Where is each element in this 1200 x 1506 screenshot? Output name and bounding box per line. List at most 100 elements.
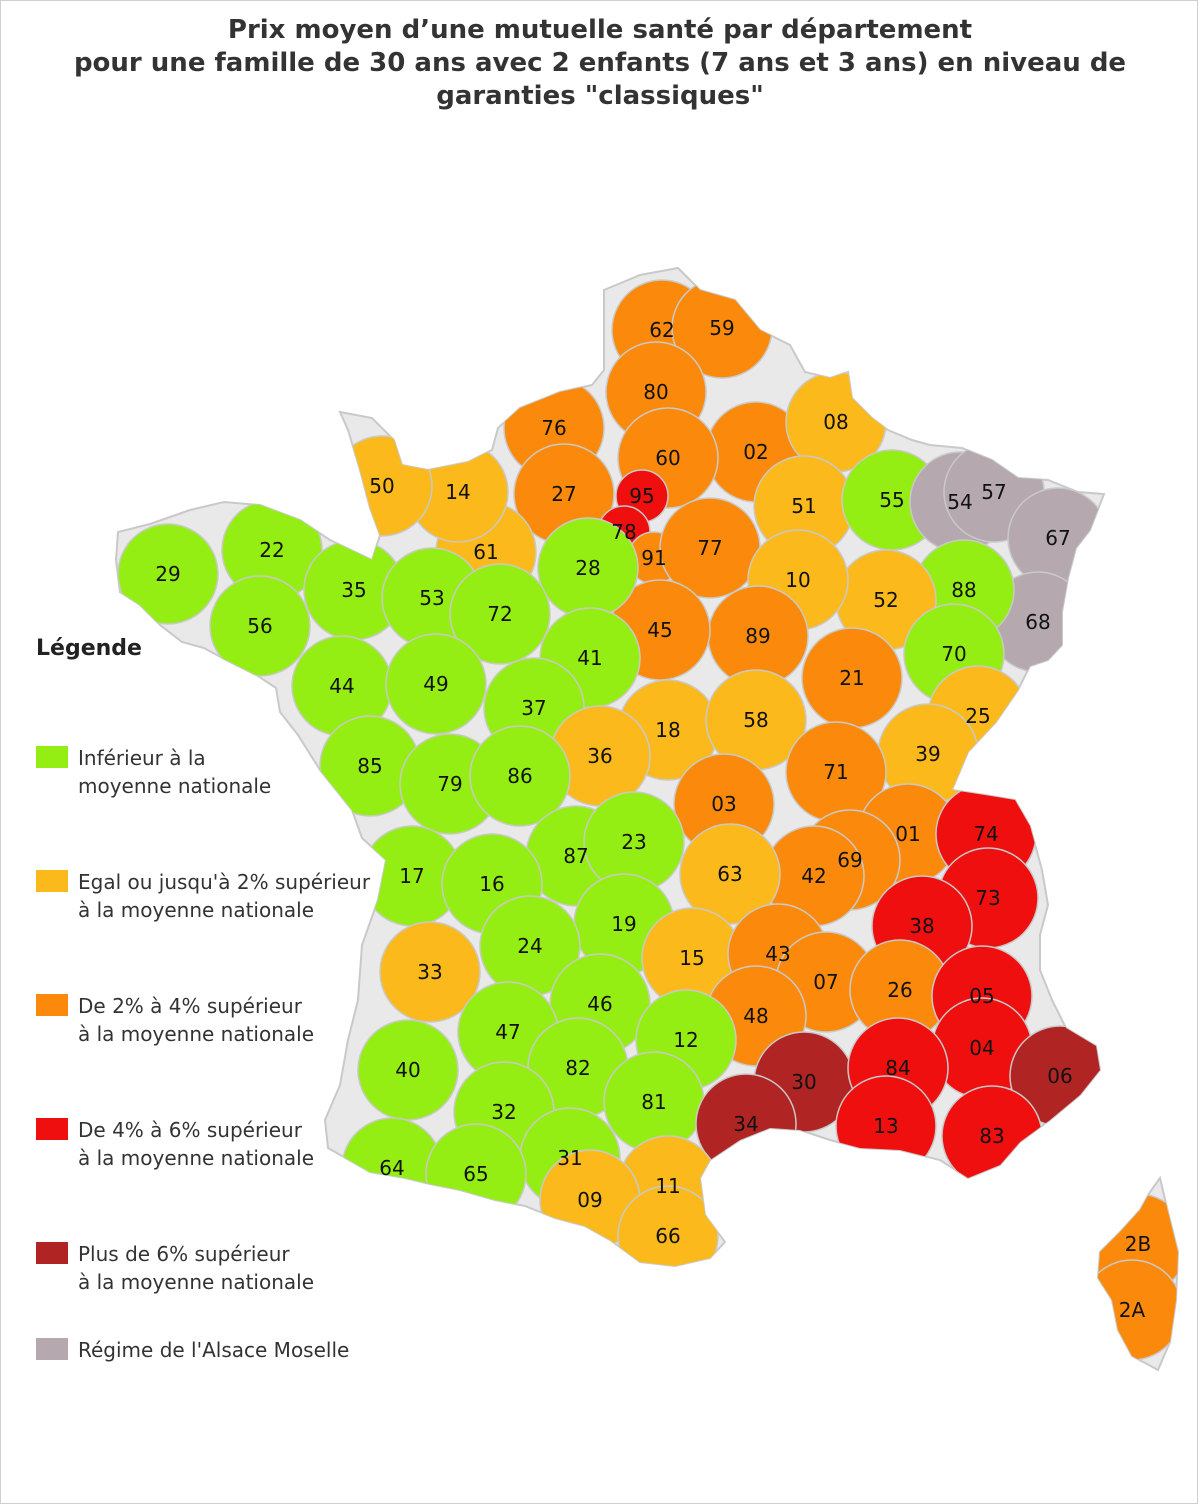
department-label-81: 81	[641, 1090, 666, 1114]
department-label-88: 88	[951, 578, 976, 602]
department-cells	[117, 277, 1178, 1361]
department-label-32: 32	[491, 1100, 516, 1124]
department-label-23: 23	[621, 830, 646, 854]
department-label-28: 28	[575, 556, 600, 580]
department-label-29: 29	[155, 562, 180, 586]
department-label-54: 54	[947, 490, 972, 514]
department-label-64: 64	[379, 1156, 404, 1180]
department-label-89: 89	[745, 624, 770, 648]
legend-swatch	[36, 870, 68, 892]
department-label-69: 69	[837, 848, 862, 872]
legend-swatch	[36, 1338, 68, 1360]
department-label-31: 31	[557, 1146, 582, 1170]
department-label-79: 79	[437, 772, 462, 796]
department-label-68: 68	[1025, 610, 1050, 634]
department-label-04: 04	[969, 1036, 994, 1060]
department-label-56: 56	[247, 614, 272, 638]
department-label-18: 18	[655, 718, 680, 742]
department-label-03: 03	[711, 792, 736, 816]
legend-label: Plus de 6% supérieur à la moyenne nationa…	[78, 1242, 315, 1294]
department-label-95: 95	[629, 484, 654, 508]
department-label-11: 11	[655, 1174, 680, 1198]
department-label-53: 53	[419, 586, 444, 610]
department-label-14: 14	[445, 480, 470, 504]
department-label-86: 86	[507, 764, 532, 788]
legend-swatch	[36, 994, 68, 1016]
department-label-02: 02	[743, 440, 768, 464]
department-label-06: 06	[1047, 1064, 1072, 1088]
department-label-45: 45	[647, 618, 672, 642]
department-label-50: 50	[369, 474, 394, 498]
department-label-46: 46	[587, 992, 612, 1016]
legend-swatch	[36, 1242, 68, 1264]
department-label-84: 84	[885, 1056, 910, 1080]
department-label-22: 22	[259, 538, 284, 562]
department-label-13: 13	[873, 1114, 898, 1138]
department-label-47: 47	[495, 1020, 520, 1044]
department-label-19: 19	[611, 912, 636, 936]
department-label-33: 33	[417, 960, 442, 984]
department-label-62: 62	[649, 318, 674, 342]
legend-swatch	[36, 746, 68, 768]
department-label-78: 78	[611, 520, 636, 544]
department-label-49: 49	[423, 672, 448, 696]
department-label-77: 77	[697, 536, 722, 560]
legend-label: De 4% à 6% supérieur à la moyenne nationa…	[78, 1118, 315, 1170]
department-label-66: 66	[655, 1224, 680, 1248]
department-label-35: 35	[341, 578, 366, 602]
department-label-74: 74	[973, 822, 998, 846]
department-label-85: 85	[357, 754, 382, 778]
department-label-38: 38	[909, 914, 934, 938]
department-label-2B: 2B	[1125, 1232, 1151, 1256]
legend-title: Légende	[36, 636, 142, 661]
department-label-44: 44	[329, 674, 354, 698]
department-label-16: 16	[479, 872, 504, 896]
map-title: Prix moyen d’une mutuelle santé par dépa…	[0, 14, 1200, 113]
legend-label: Régime de l'Alsace Moselle	[78, 1338, 350, 1362]
department-label-83: 83	[979, 1124, 1004, 1148]
department-label-27: 27	[551, 482, 576, 506]
legend-label: Inférieur à la moyenne nationale	[78, 746, 272, 798]
department-label-73: 73	[975, 886, 1000, 910]
department-49	[385, 633, 487, 735]
department-label-82: 82	[565, 1056, 590, 1080]
department-label-91: 91	[641, 546, 666, 570]
department-label-10: 10	[785, 568, 810, 592]
department-label-15: 15	[679, 946, 704, 970]
department-label-36: 36	[587, 744, 612, 768]
department-29	[117, 523, 219, 625]
department-label-63: 63	[717, 862, 742, 886]
department-label-43: 43	[765, 942, 790, 966]
department-label-55: 55	[879, 488, 904, 512]
department-label-65: 65	[463, 1162, 488, 1186]
department-label-58: 58	[743, 708, 768, 732]
department-label-52: 52	[873, 588, 898, 612]
department-label-01: 01	[895, 822, 920, 846]
department-86	[469, 725, 571, 827]
department-label-08: 08	[823, 410, 848, 434]
department-72	[449, 563, 551, 665]
department-33	[379, 921, 481, 1023]
department-label-39: 39	[915, 742, 940, 766]
department-label-71: 71	[823, 760, 848, 784]
department-label-57: 57	[981, 480, 1006, 504]
department-label-72: 72	[487, 602, 512, 626]
legend-swatch	[36, 1118, 68, 1140]
title-line-1: Prix moyen d’une mutuelle santé par dépa…	[227, 15, 973, 45]
department-label-61: 61	[473, 540, 498, 564]
department-label-70: 70	[941, 642, 966, 666]
department-label-59: 59	[709, 316, 734, 340]
department-label-48: 48	[743, 1004, 768, 1028]
department-label-80: 80	[643, 380, 668, 404]
department-label-67: 67	[1045, 526, 1070, 550]
title-line-2: pour une famille de 30 ans avec 2 enfant…	[73, 48, 1127, 78]
department-56	[209, 575, 311, 677]
department-label-2A: 2A	[1119, 1298, 1146, 1322]
department-label-37: 37	[521, 696, 546, 720]
department-label-26: 26	[887, 978, 912, 1002]
department-label-17: 17	[399, 864, 424, 888]
department-label-40: 40	[395, 1058, 420, 1082]
department-label-25: 25	[965, 704, 990, 728]
